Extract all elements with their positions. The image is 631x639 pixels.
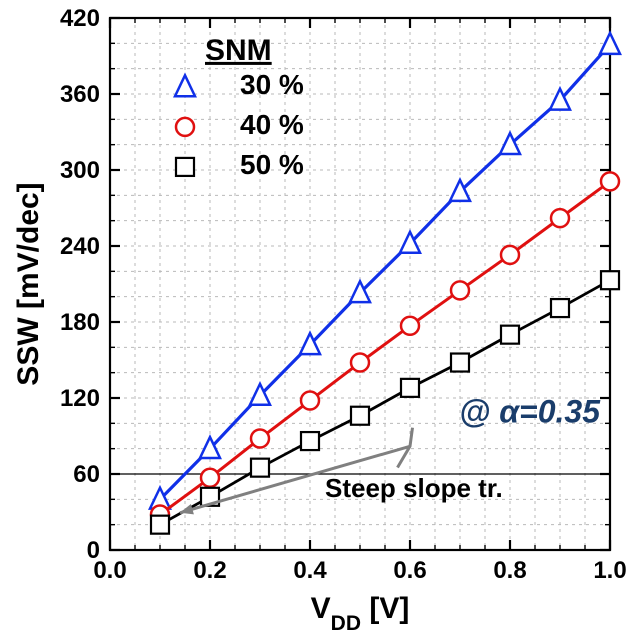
y-tick-label: 300 (60, 157, 100, 184)
x-tick-label: 0.8 (493, 557, 526, 584)
legend-item-label: 50 % (240, 149, 304, 180)
legend-item-label: 40 % (240, 109, 304, 140)
y-tick-label: 120 (60, 385, 100, 412)
y-tick-label: 420 (60, 5, 100, 32)
x-tick-label: 0.4 (293, 557, 327, 584)
y-tick-label: 0 (87, 537, 100, 564)
y-tick-label: 360 (60, 81, 100, 108)
x-tick-label: 0.6 (393, 557, 426, 584)
steep-slope-annotation: Steep slope tr. (325, 473, 503, 503)
ssw-vs-vdd-chart: 0.00.20.40.60.81.0060120180240300360420V… (0, 0, 631, 639)
y-tick-label: 180 (60, 309, 100, 336)
legend-title: SNM (205, 34, 272, 67)
alpha-annotation: @ α=0.35 (459, 393, 601, 429)
x-tick-label: 0.2 (193, 557, 226, 584)
y-tick-label: 240 (60, 233, 100, 260)
x-tick-label: 1.0 (593, 557, 626, 584)
legend-item-label: 30 % (240, 69, 304, 100)
y-axis-label: SSW [mV/dec] (12, 182, 45, 385)
y-tick-label: 60 (73, 461, 100, 488)
